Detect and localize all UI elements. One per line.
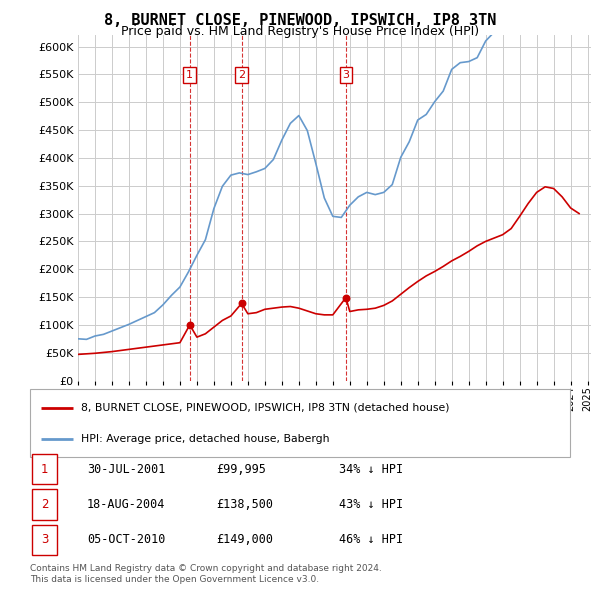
Text: This data is licensed under the Open Government Licence v3.0.: This data is licensed under the Open Gov… (30, 575, 319, 584)
Text: 8, BURNET CLOSE, PINEWOOD, IPSWICH, IP8 3TN (detached house): 8, BURNET CLOSE, PINEWOOD, IPSWICH, IP8 … (82, 403, 450, 413)
Text: 34% ↓ HPI: 34% ↓ HPI (339, 463, 403, 476)
Text: 3: 3 (41, 533, 48, 546)
Text: 1: 1 (186, 70, 193, 80)
Text: £99,995: £99,995 (216, 463, 266, 476)
Text: 30-JUL-2001: 30-JUL-2001 (87, 463, 166, 476)
Text: 43% ↓ HPI: 43% ↓ HPI (339, 498, 403, 511)
Text: 46% ↓ HPI: 46% ↓ HPI (339, 533, 403, 546)
Text: 3: 3 (343, 70, 349, 80)
Text: 2: 2 (238, 70, 245, 80)
Point (185, 320, 194, 330)
Text: HPI: Average price, detached house, Babergh: HPI: Average price, detached house, Babe… (82, 434, 330, 444)
Text: 8, BURNET CLOSE, PINEWOOD, IPSWICH, IP8 3TN: 8, BURNET CLOSE, PINEWOOD, IPSWICH, IP8 … (104, 13, 496, 28)
Text: £149,000: £149,000 (216, 533, 273, 546)
Point (237, 299, 247, 308)
Text: 2: 2 (41, 498, 48, 511)
Text: Contains HM Land Registry data © Crown copyright and database right 2024.: Contains HM Land Registry data © Crown c… (30, 565, 382, 573)
Text: 1: 1 (41, 463, 48, 476)
Text: 18-AUG-2004: 18-AUG-2004 (87, 498, 166, 511)
Point (341, 293, 350, 302)
FancyBboxPatch shape (30, 389, 570, 457)
Text: Price paid vs. HM Land Registry's House Price Index (HPI): Price paid vs. HM Land Registry's House … (121, 25, 479, 38)
Text: £138,500: £138,500 (216, 498, 273, 511)
Text: 05-OCT-2010: 05-OCT-2010 (87, 533, 166, 546)
